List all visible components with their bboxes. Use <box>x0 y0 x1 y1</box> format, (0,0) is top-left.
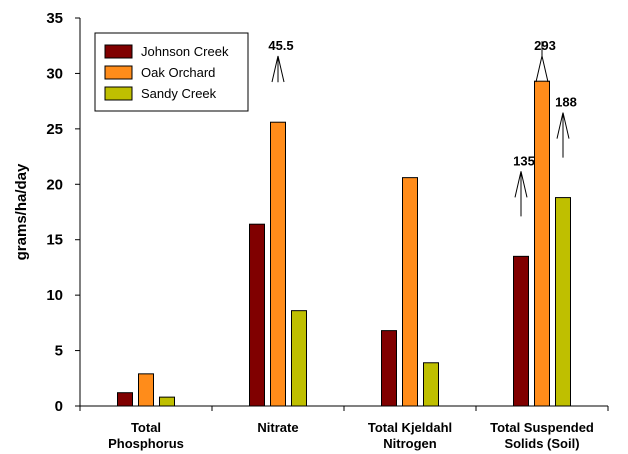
y-tick-label: 25 <box>46 121 63 138</box>
legend-label: Sandy Creek <box>141 86 217 101</box>
bar-sandy-creek <box>159 396 175 407</box>
bar-oak-orchard <box>270 121 286 407</box>
y-tick-label: 10 <box>46 287 63 304</box>
x-category-label: Nitrate <box>257 420 298 435</box>
bar-johnson-creek <box>381 330 397 407</box>
bar-oak-orchard <box>138 373 154 407</box>
plot-area: 0 5 10 15 20 25 30 35 Total Phosphorus Nitrate Tota… <box>46 10 609 451</box>
bar-oak-orchard <box>534 80 550 407</box>
x-category-label: Total Suspended Solids (Soil) <box>490 420 594 451</box>
x-category-label: Total Phosphorus <box>108 420 184 451</box>
legend-label: Oak Orchard <box>141 65 215 80</box>
y-tick-label: 30 <box>46 65 63 82</box>
y-tick-label: 5 <box>55 343 63 360</box>
legend-swatch <box>104 86 133 101</box>
y-tick-label: 0 <box>55 398 63 415</box>
annotation-arrow-head <box>556 112 570 139</box>
y-axis-label-group: grams/ha/day <box>13 163 30 260</box>
annotation-label: 188 <box>555 95 577 110</box>
x-category-label: Total Kjeldahl Nitrogen <box>368 420 452 451</box>
annotation-arrow-head <box>271 55 285 83</box>
y-tick-label: 20 <box>46 176 63 193</box>
legend: Johnson Creek Oak Orchard Sandy Creek <box>94 32 249 112</box>
bar-sandy-creek <box>423 362 439 407</box>
annotation-label: 135 <box>513 153 535 168</box>
bar-oak-orchard <box>402 177 418 407</box>
bar-johnson-creek <box>249 223 265 407</box>
annotation-arrow-head <box>535 55 549 83</box>
y-tick-label: 15 <box>46 232 63 249</box>
y-axis-label: grams/ha/day <box>13 163 30 260</box>
legend-label: Johnson Creek <box>141 44 229 59</box>
legend-swatch <box>104 44 133 59</box>
bar-johnson-creek <box>117 392 133 407</box>
legend-swatch <box>104 65 133 80</box>
y-tick-label: 35 <box>46 10 63 27</box>
annotation-label: 293 <box>534 38 556 53</box>
bar-johnson-creek <box>513 255 529 407</box>
bar-sandy-creek <box>555 197 571 407</box>
annotation-label: 45.5 <box>268 38 293 53</box>
bar-sandy-creek <box>291 310 307 407</box>
annotation-arrow-head <box>514 171 528 198</box>
